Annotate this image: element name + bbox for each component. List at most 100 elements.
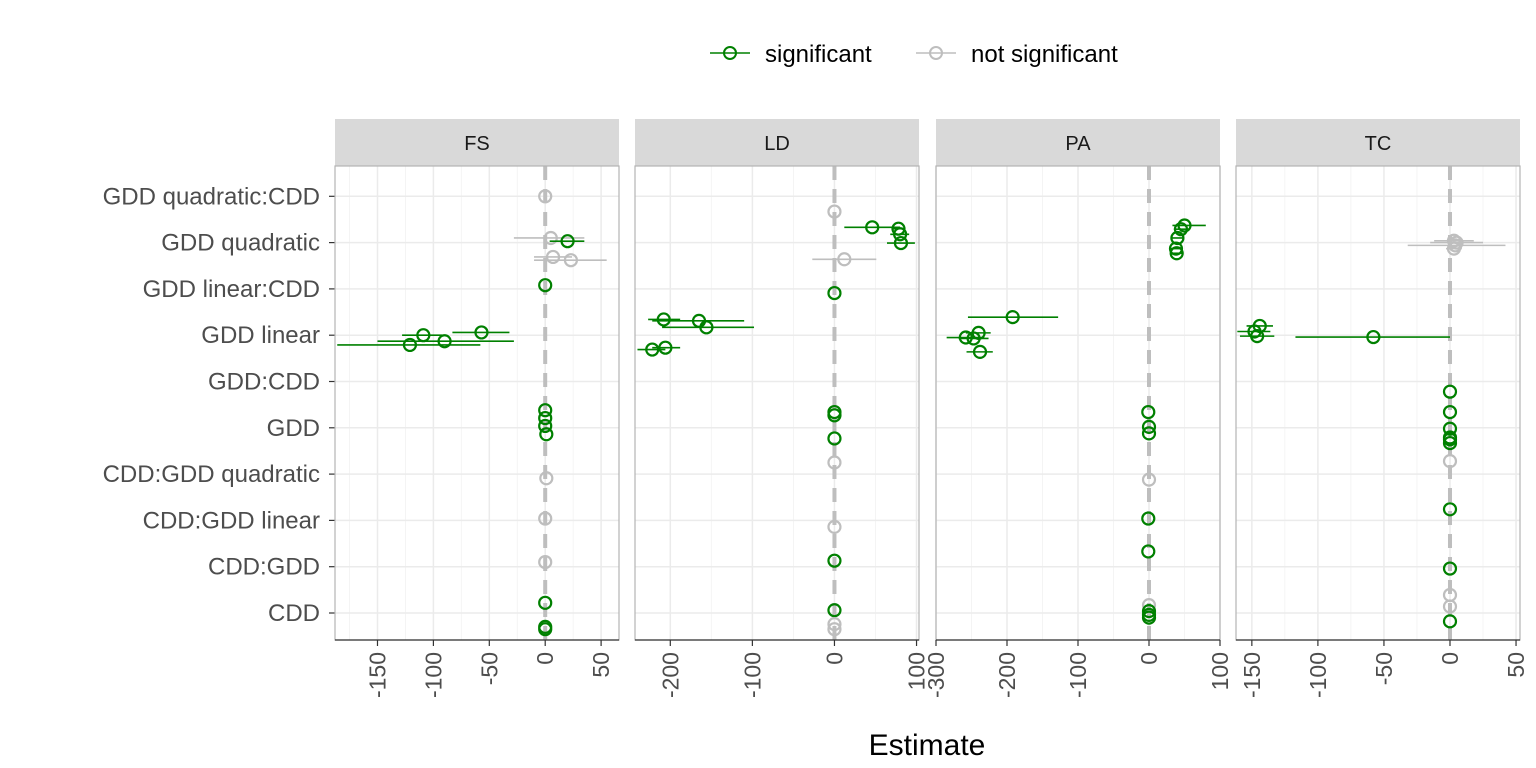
point-fs-gdd-quadratic-cdd bbox=[538, 189, 553, 204]
point-pa-cdd bbox=[1141, 610, 1157, 625]
y-label-gdd-quadratic: GDD quadratic bbox=[161, 230, 320, 257]
point-pa-cdd-gdd-quadratic bbox=[1141, 472, 1157, 487]
strip-label-tc: TC bbox=[1365, 133, 1392, 155]
point-pa-gdd-quadratic bbox=[1170, 230, 1185, 246]
point-pa-gdd-linear bbox=[958, 330, 973, 345]
y-label-gdd: GDD bbox=[267, 415, 320, 442]
x-tick-label: 0 bbox=[821, 652, 847, 665]
x-tick-label: 100 bbox=[1207, 652, 1233, 690]
x-tick-label: 100 bbox=[904, 652, 930, 690]
x-tick-label: 0 bbox=[1136, 652, 1162, 665]
x-tick-label: -100 bbox=[739, 652, 765, 698]
legend-label-significant: significant bbox=[765, 41, 872, 68]
x-tick-label: -150 bbox=[364, 652, 390, 698]
strip-fs bbox=[335, 119, 619, 166]
legend: significant not significant bbox=[710, 41, 1118, 68]
point-pa-cdd-gdd bbox=[1141, 544, 1156, 559]
strip-label-pa: PA bbox=[1065, 133, 1091, 155]
panel-fs: FS -150 -100 -50 0 50 bbox=[334, 119, 620, 698]
point-ld-gdd-quadratic bbox=[893, 235, 909, 251]
x-tick-label: -100 bbox=[1305, 652, 1331, 698]
legend-label-not-significant: not significant bbox=[971, 41, 1118, 68]
x-tick-label: -200 bbox=[994, 652, 1020, 698]
point-tc-cdd-gdd-linear bbox=[1442, 502, 1458, 517]
point-fs-gdd-linear-cdd bbox=[538, 278, 553, 293]
point-ld-gdd-linear bbox=[656, 312, 671, 327]
x-tick-label: -200 bbox=[657, 652, 683, 698]
point-ld-cdd-gdd-linear bbox=[827, 519, 842, 534]
point-fs-cdd bbox=[538, 622, 553, 637]
point-fs-gdd-linear bbox=[474, 325, 489, 340]
point-fs-gdd bbox=[539, 427, 554, 442]
point-ld-cdd-gdd bbox=[827, 553, 842, 568]
legend-key-not-significant bbox=[916, 46, 956, 60]
strip-tc bbox=[1236, 119, 1520, 166]
x-tick-label: 0 bbox=[532, 652, 558, 665]
facet-panels: FS -150 -100 -50 0 50 LD -200 -100 0 100 PA -300 -200… bbox=[334, 119, 1529, 698]
point-ld-gdd-quadratic bbox=[893, 227, 908, 242]
point-fs-gdd-linear bbox=[402, 337, 418, 353]
panel-ld: LD -200 -100 0 100 bbox=[634, 119, 930, 698]
x-tick-label: -300 bbox=[923, 652, 949, 698]
y-label-cdd-gdd: CDD:GDD bbox=[208, 554, 320, 581]
y-label-cdd-gdd-linear: CDD:GDD linear bbox=[143, 507, 320, 534]
strip-label-fs: FS bbox=[464, 133, 490, 155]
point-ld-gdd-linear bbox=[658, 340, 673, 355]
panel-background bbox=[1236, 166, 1520, 640]
point-pa-gdd-linear bbox=[1005, 310, 1020, 325]
point-fs-cdd-gdd-quadratic bbox=[539, 471, 554, 486]
point-pa-gdd-linear bbox=[972, 344, 988, 359]
point-ld-cdd bbox=[827, 622, 842, 637]
point-pa-gdd-quadratic bbox=[1177, 218, 1192, 233]
x-tick-label: -100 bbox=[1065, 652, 1091, 698]
point-pa-gdd bbox=[1141, 426, 1157, 441]
x-tick-label: 0 bbox=[1437, 652, 1463, 665]
point-ld-cdd-gdd-quadratic bbox=[827, 455, 842, 470]
point-fs-cdd-gdd bbox=[538, 554, 553, 570]
point-fs-gdd bbox=[538, 418, 553, 434]
point-tc-cdd-gdd-quadratic bbox=[1442, 454, 1458, 469]
legend-key-significant bbox=[710, 46, 750, 60]
y-label-cdd-gdd-quadratic: CDD:GDD quadratic bbox=[103, 461, 320, 488]
point-tc-gdd bbox=[1442, 404, 1458, 420]
point-ld-gdd-linear bbox=[699, 320, 714, 335]
point-fs-gdd-quadratic bbox=[563, 253, 579, 268]
point-ld-gdd-linear bbox=[645, 342, 660, 357]
y-label-gdd-linear-cdd: GDD linear:CDD bbox=[143, 276, 320, 303]
point-fs-gdd bbox=[538, 410, 553, 426]
point-fs-gdd-quadratic bbox=[543, 230, 558, 246]
point-fs-gdd bbox=[538, 403, 553, 418]
point-ld-gdd-linear-cdd bbox=[827, 285, 842, 301]
point-tc-gdd-cdd bbox=[1442, 384, 1458, 399]
point-tc-gdd bbox=[1442, 435, 1458, 451]
point-pa-gdd-quadratic bbox=[1169, 246, 1184, 261]
point-fs-cdd-gdd-linear bbox=[538, 511, 553, 526]
point-tc-cdd bbox=[1442, 599, 1458, 614]
point-ld-gdd-quadratic bbox=[837, 252, 852, 267]
x-tick-label: -50 bbox=[1371, 652, 1397, 685]
point-ld-gdd bbox=[827, 408, 842, 423]
y-axis-labels: CDD CDD:GDD CDD:GDD linear CDD:GDD quadrati… bbox=[103, 183, 335, 627]
point-fs-gdd-linear bbox=[437, 334, 452, 349]
point-pa-gdd-quadratic bbox=[1173, 222, 1189, 237]
y-label-gdd-linear: GDD linear bbox=[201, 322, 320, 349]
point-ld-gdd-quadratic-cdd bbox=[827, 204, 842, 219]
x-tick-label: -50 bbox=[476, 652, 502, 685]
x-tick-label: 50 bbox=[1503, 652, 1529, 678]
point-tc-cdd-gdd bbox=[1442, 561, 1458, 576]
strip-pa bbox=[936, 119, 1220, 166]
point-tc-gdd-quadratic bbox=[1446, 241, 1462, 256]
point-ld-gdd-quadratic bbox=[865, 220, 880, 235]
point-tc-gdd-linear bbox=[1366, 329, 1381, 345]
panel-background bbox=[635, 166, 919, 640]
strip-ld bbox=[635, 119, 919, 166]
point-pa-cdd-gdd-linear bbox=[1141, 511, 1156, 526]
strip-label-ld: LD bbox=[764, 133, 790, 155]
y-label-gdd-quadratic-cdd: GDD quadratic:CDD bbox=[103, 183, 320, 210]
point-tc-gdd bbox=[1442, 421, 1458, 436]
panel-pa: PA -300 -200 -100 0 100 bbox=[923, 119, 1233, 698]
point-fs-cdd bbox=[538, 595, 553, 610]
point-ld-cdd bbox=[827, 603, 842, 618]
point-ld-cdd bbox=[827, 617, 842, 632]
